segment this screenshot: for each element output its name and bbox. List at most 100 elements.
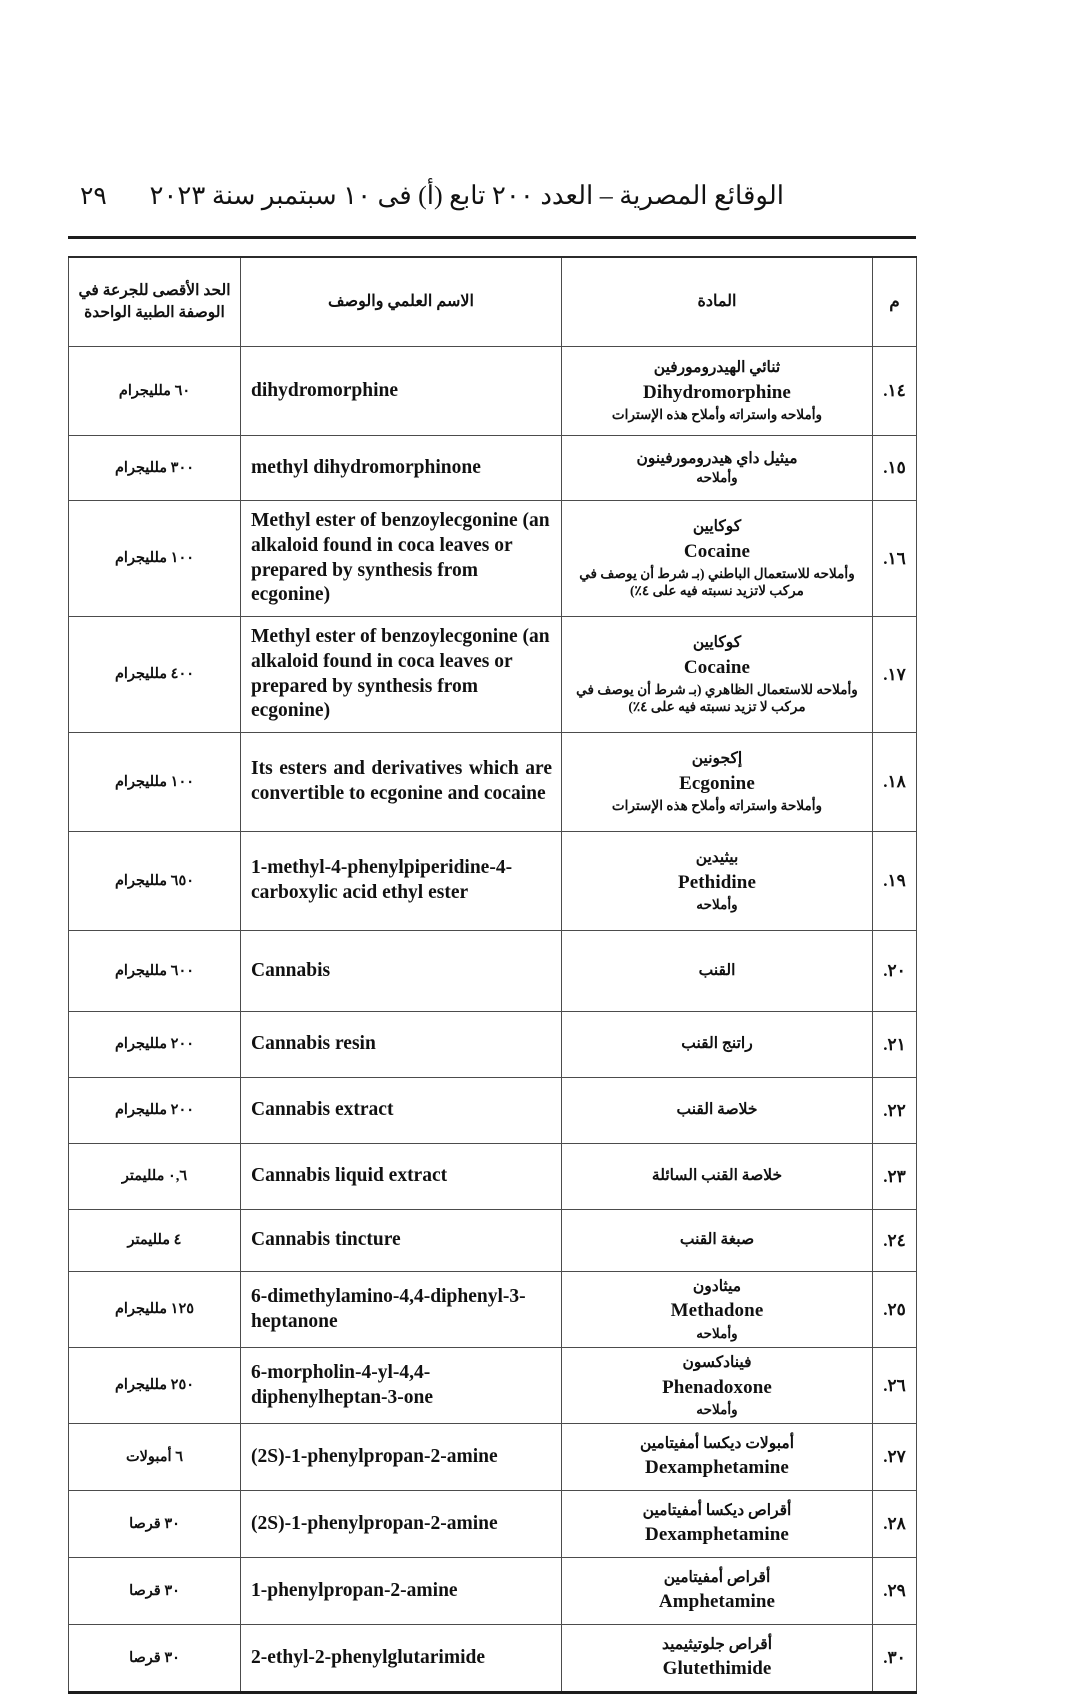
substance-cell: بيثيدين Pethidine وأملاحه bbox=[561, 831, 873, 931]
page-number: ٢٩ bbox=[80, 183, 107, 210]
substance-cell: فينادكسون Phenadoxone وأملاحه bbox=[561, 1347, 873, 1425]
substance-cell: أقراص أمفيتامين Amphetamine bbox=[561, 1557, 873, 1626]
column-header-scientific: الاسم العلمي والوصف bbox=[240, 256, 562, 347]
substance-arabic-name: القنب bbox=[698, 961, 736, 979]
table-row: ٢٥. ميثادون Methadone وأملاحه 6-dimethyl… bbox=[68, 1270, 917, 1349]
substance-english-name: Phenadoxone bbox=[662, 1376, 772, 1398]
table-header-row: م المادة الاسم العلمي والوصف الحد الأقصى… bbox=[68, 256, 917, 347]
row-number: ٢٢. bbox=[872, 1077, 917, 1144]
substance-english-name: Cocaine bbox=[683, 656, 751, 678]
substance-arabic-name: ثنائي الهيدرومورفين bbox=[653, 359, 781, 377]
table-row: ١٥. ميثيل داي هيدرومورفينون وأملاحه meth… bbox=[68, 435, 917, 501]
max-dose-cell: ٣٠ قرصا bbox=[68, 1557, 241, 1626]
substance-arabic-name: كوكايين bbox=[692, 634, 742, 652]
substance-arabic-name: راتنج القنب bbox=[681, 1035, 753, 1053]
substance-arabic-note: وأملاحه واستراته وأملاح هذه الإسترات bbox=[611, 406, 823, 422]
running-head: الوقائع المصرية – العدد ٢٠٠ تابع (أ) فى … bbox=[68, 170, 916, 222]
max-dose-cell: ٦٥٠ ملليجرام bbox=[68, 831, 241, 931]
table-row: ٢٤. صبغة القنب Cannabis tincture ٤ ملليم… bbox=[68, 1209, 917, 1272]
max-dose-cell: ٦ أمبولات bbox=[68, 1423, 241, 1492]
scientific-name-cell: 6-morpholin-4-yl-4,4-diphenylheptan-3-on… bbox=[240, 1347, 562, 1425]
max-dose-cell: ٠,٦ ملليمتر bbox=[68, 1143, 241, 1210]
scientific-name-cell: 2-ethyl-2-phenylglutarimide bbox=[240, 1624, 562, 1694]
row-number: ١٨. bbox=[872, 732, 917, 832]
substance-arabic-name: صبغة القنب bbox=[679, 1231, 755, 1249]
substance-arabic-note: وأملاحه bbox=[696, 1325, 738, 1341]
max-dose-cell: ٣٠ قرصا bbox=[68, 1490, 241, 1559]
scientific-name-cell: Cannabis bbox=[240, 930, 562, 1012]
table-row: ٢٣. خلاصة القنب السائلة Cannabis liquid … bbox=[68, 1143, 917, 1210]
table-row: ٢١. راتنج القنب Cannabis resin ٢٠٠ ملليج… bbox=[68, 1011, 917, 1078]
max-dose-cell: ١٢٥ ملليجرام bbox=[68, 1270, 241, 1349]
table-row: ٢٢. خلاصة القنب Cannabis extract ٢٠٠ ملل… bbox=[68, 1077, 917, 1144]
substance-arabic-note: وأملاحه bbox=[696, 896, 738, 912]
table-row: ١٤. ثنائي الهيدرومورفين Dihydromorphine … bbox=[68, 346, 917, 436]
row-number: ٢٥. bbox=[872, 1270, 917, 1349]
document-page: الوقائع المصرية – العدد ٢٠٠ تابع (أ) فى … bbox=[68, 170, 917, 1694]
row-number: ٣٠. bbox=[872, 1624, 917, 1694]
max-dose-cell: ٢٥٠ ملليجرام bbox=[68, 1347, 241, 1425]
table-row: ١٨. إكجونين Ecgonine وأملاحة واستراته وأ… bbox=[68, 732, 917, 832]
scientific-name-cell: methyl dihydromorphinone bbox=[240, 435, 562, 501]
table-row: ٢٩. أقراص أمفيتامين Amphetamine 1-phenyl… bbox=[68, 1557, 917, 1626]
table-row: ٢٨. أقراص ديكسا أمفيتامين Dexamphetamine… bbox=[68, 1490, 917, 1559]
table-row: ٢٦. فينادكسون Phenadoxone وأملاحه 6-morp… bbox=[68, 1347, 917, 1425]
substance-arabic-name: كوكايين bbox=[692, 518, 742, 536]
row-number: ٢١. bbox=[872, 1011, 917, 1078]
max-dose-cell: ٢٠٠ ملليجرام bbox=[68, 1077, 241, 1144]
substance-cell: ميثادون Methadone وأملاحه bbox=[561, 1270, 873, 1349]
scientific-name-cell: Methyl ester of benzoylecgonine (an alka… bbox=[240, 616, 562, 733]
row-number: ١٧. bbox=[872, 616, 917, 733]
substance-arabic-name: فينادكسون bbox=[682, 1354, 752, 1372]
substance-arabic-name: أمبولات ديكسا أمفيتامين bbox=[639, 1434, 795, 1452]
substance-arabic-name: أقراص ديكسا أمفيتامين bbox=[642, 1501, 792, 1519]
row-number: ٢٣. bbox=[872, 1143, 917, 1210]
substance-arabic-name: بيثيدين bbox=[695, 849, 739, 867]
substance-cell: خلاصة القنب السائلة bbox=[561, 1143, 873, 1210]
substance-cell: خلاصة القنب bbox=[561, 1077, 873, 1144]
row-number: ٢٨. bbox=[872, 1490, 917, 1559]
substance-arabic-note: وأملاحه للاستعمال الباطني (بـ شرط أن يوص… bbox=[579, 565, 855, 599]
substance-arabic-name: إكجونين bbox=[691, 750, 743, 768]
table-row: ١٩. بيثيدين Pethidine وأملاحه 1-methyl-4… bbox=[68, 831, 917, 931]
header-divider bbox=[68, 236, 916, 239]
substance-english-name: Amphetamine bbox=[658, 1591, 776, 1613]
substance-english-name: Pethidine bbox=[678, 871, 756, 893]
row-number: ٢٧. bbox=[872, 1423, 917, 1492]
scientific-name-cell: 1-phenylpropan-2-amine bbox=[240, 1557, 562, 1626]
substance-cell: راتنج القنب bbox=[561, 1011, 873, 1078]
substance-arabic-name: أقراص جلوتيثيميد bbox=[661, 1635, 773, 1653]
scientific-name-cell: 1-methyl-4-phenylpiperidine-4-carboxylic… bbox=[240, 831, 562, 931]
table-body: ١٤. ثنائي الهيدرومورفين Dihydromorphine … bbox=[68, 346, 917, 1694]
max-dose-cell: ٣٠ قرصا bbox=[68, 1624, 241, 1694]
substance-arabic-name: ميثادون bbox=[692, 1278, 742, 1295]
substance-cell: القنب bbox=[561, 930, 873, 1012]
max-dose-cell: ٦٠ ملليجرام bbox=[68, 346, 241, 436]
row-number: ٢٤. bbox=[872, 1209, 917, 1272]
scientific-name-cell: Cannabis resin bbox=[240, 1011, 562, 1078]
column-header-dose: الحد الأقصى للجرعة في الوصفة الطبية الوا… bbox=[68, 256, 241, 347]
substance-english-name: Dexamphetamine bbox=[645, 1524, 789, 1546]
table-row: ٣٠. أقراص جلوتيثيميد Glutethimide 2-ethy… bbox=[68, 1624, 917, 1694]
max-dose-cell: ١٠٠ ملليجرام bbox=[68, 732, 241, 832]
scientific-name-cell: 6-dimethylamino-4,4-diphenyl-3-heptanone bbox=[240, 1270, 562, 1349]
substance-cell: أقراص جلوتيثيميد Glutethimide bbox=[561, 1624, 873, 1694]
row-number: ٢٩. bbox=[872, 1557, 917, 1626]
substance-cell: ثنائي الهيدرومورفين Dihydromorphine وأمل… bbox=[561, 346, 873, 436]
table-row: ١٧. كوكايين Cocaine وأملاحه للاستعمال ال… bbox=[68, 616, 917, 733]
column-header-substance: المادة bbox=[561, 256, 873, 347]
scientific-name-cell: Methyl ester of benzoylecgonine (an alka… bbox=[240, 500, 562, 617]
substance-arabic-note: وأملاحة واستراته وأملاح هذه الإسترات bbox=[611, 797, 823, 813]
scientific-name-cell: Cannabis liquid extract bbox=[240, 1143, 562, 1210]
max-dose-cell: ٢٠٠ ملليجرام bbox=[68, 1011, 241, 1078]
max-dose-cell: ٦٠٠ ملليجرام bbox=[68, 930, 241, 1012]
row-number: ١٤. bbox=[872, 346, 917, 436]
max-dose-cell: ٤ ملليمتر bbox=[68, 1209, 241, 1272]
controlled-substances-table: م المادة الاسم العلمي والوصف الحد الأقصى… bbox=[68, 256, 917, 1694]
substance-english-name: Dihydromorphine bbox=[643, 381, 791, 403]
substance-cell: كوكايين Cocaine وأملاحه للاستعمال الباطن… bbox=[561, 500, 873, 617]
substance-arabic-name: خلاصة القنب السائلة bbox=[651, 1167, 783, 1185]
substance-english-name: Methadone bbox=[670, 1300, 764, 1322]
table-row: ٢٧. أمبولات ديكسا أمفيتامين Dexamphetami… bbox=[68, 1423, 917, 1492]
substance-arabic-name: ميثيل داي هيدرومورفينون bbox=[636, 449, 798, 467]
